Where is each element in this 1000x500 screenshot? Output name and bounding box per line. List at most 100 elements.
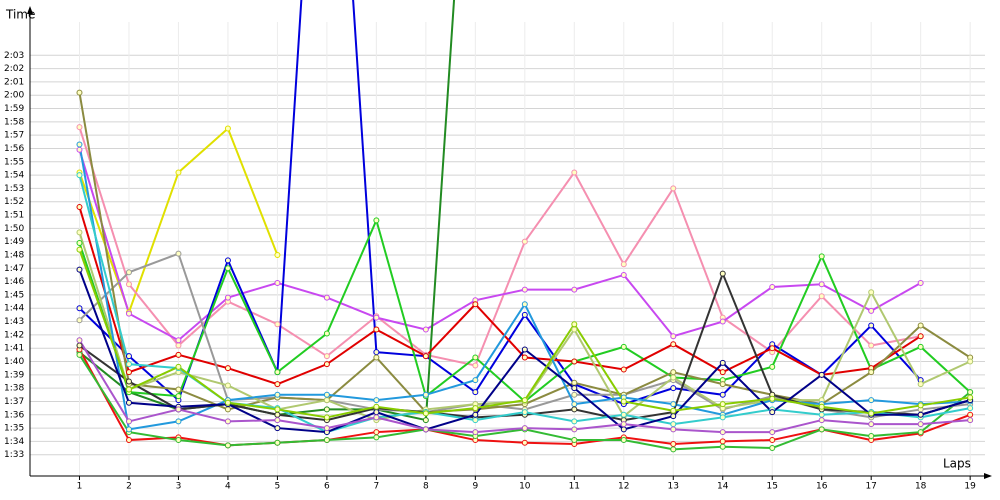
x-tick-label: 11 [569,482,580,492]
data-point [422,410,429,417]
data-point [620,398,627,405]
data-point [571,379,578,386]
y-axis-arrow [27,6,33,14]
data-point [868,322,875,329]
data-point [175,337,182,344]
x-tick-label: 6 [324,482,330,492]
data-point [373,403,380,410]
y-tick-label: 2:02 [4,64,24,74]
data-point [620,366,627,373]
y-tick-label: 1:38 [4,384,24,394]
x-tick-label: 14 [717,482,729,492]
data-point [323,406,330,413]
x-axis-title: Laps [943,457,971,471]
data-point [917,279,924,286]
y-tick-label: 1:51 [4,211,24,221]
data-point [76,305,83,312]
data-point [620,437,627,444]
y-tick-label: 1:52 [4,197,24,207]
data-point [719,359,726,366]
data-point [175,351,182,358]
data-point [967,389,974,396]
data-point [868,410,875,417]
data-point [224,399,231,406]
data-point [274,251,281,258]
data-point [571,418,578,425]
data-point [868,369,875,376]
data-point [125,369,132,376]
y-tick-label: 1:41 [4,344,24,354]
data-point [769,395,776,402]
data-point [769,345,776,352]
data-point [175,169,182,176]
data-point [323,330,330,337]
data-point [323,437,330,444]
data-point [175,342,182,349]
data-point [175,406,182,413]
x-tick-label: 15 [767,482,778,492]
x-tick-label: 1 [77,482,83,492]
data-point [422,417,429,424]
y-tick-label: 2:01 [4,77,24,87]
y-tick-label: 1:49 [4,237,24,247]
series-line [78,149,922,342]
data-point [620,411,627,418]
data-point [868,397,875,404]
data-point [373,414,380,421]
data-point [670,333,677,340]
data-point [571,358,578,365]
series-line [78,126,921,367]
data-point [571,169,578,176]
data-point [76,89,83,96]
data-point [175,437,182,444]
y-tick-label: 1:57 [4,131,24,141]
data-point [323,414,330,421]
data-point [967,411,974,418]
data-point [769,363,776,370]
data-point [670,407,677,414]
x-tick-label: 16 [816,482,828,492]
data-point [175,393,182,400]
data-point [224,294,231,301]
data-point [125,269,132,276]
data-point [868,421,875,428]
data-point [472,411,479,418]
data-point [719,443,726,450]
data-point [670,385,677,392]
y-tick-label: 1:36 [4,410,24,420]
data-point [818,417,825,424]
y-tick-label: 1:34 [4,437,24,447]
x-tick-label: 9 [472,482,478,492]
data-point [224,382,231,389]
data-point [719,438,726,445]
y-tick-label: 1:45 [4,290,24,300]
data-point [719,270,726,277]
data-point [274,425,281,432]
x-tick-label: 18 [915,482,927,492]
data-point [76,351,83,358]
data-point [274,321,281,328]
data-point [175,386,182,393]
data-point [670,341,677,348]
data-point [373,314,380,321]
data-point [917,411,924,418]
data-point [373,326,380,333]
data-point [373,354,380,361]
data-point [571,437,578,444]
data-point [274,279,281,286]
data-point [818,411,825,418]
data-point [373,434,380,441]
data-point [224,442,231,449]
data-point [224,406,231,413]
data-point [620,421,627,428]
data-point [76,172,83,179]
y-tick-label: 1:39 [4,370,24,380]
data-point [769,409,776,416]
data-point [373,429,380,436]
data-point [521,311,528,318]
data-point [472,362,479,369]
data-point [571,286,578,293]
y-tick-label: 1:33 [4,450,24,460]
data-point [323,294,330,301]
data-point [719,401,726,408]
